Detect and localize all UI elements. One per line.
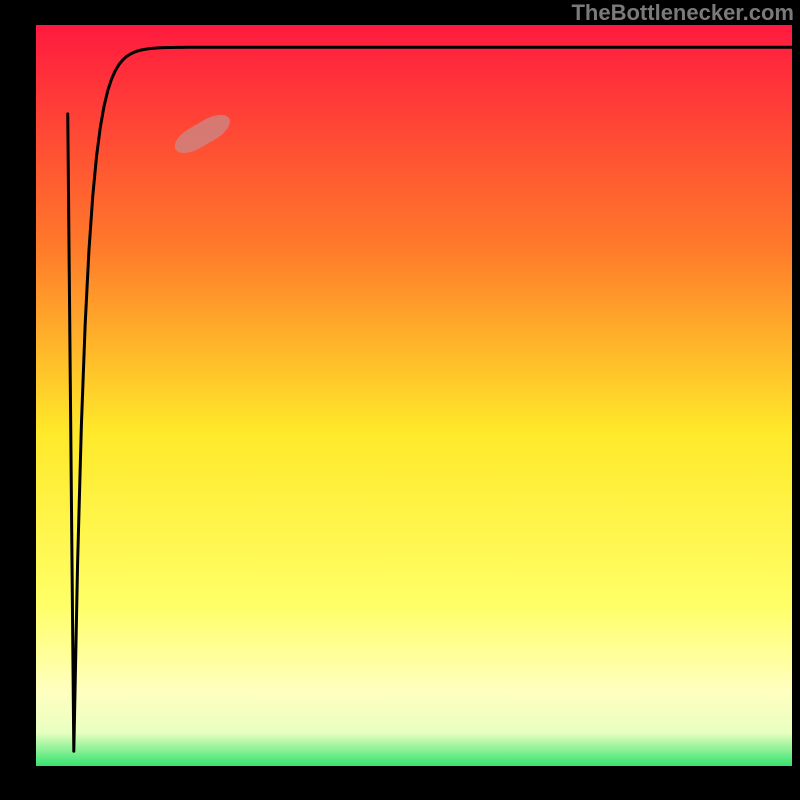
chart-stage: TheBottlenecker.com	[0, 0, 800, 800]
plot-background	[36, 25, 792, 766]
bottleneck-chart	[0, 0, 800, 800]
